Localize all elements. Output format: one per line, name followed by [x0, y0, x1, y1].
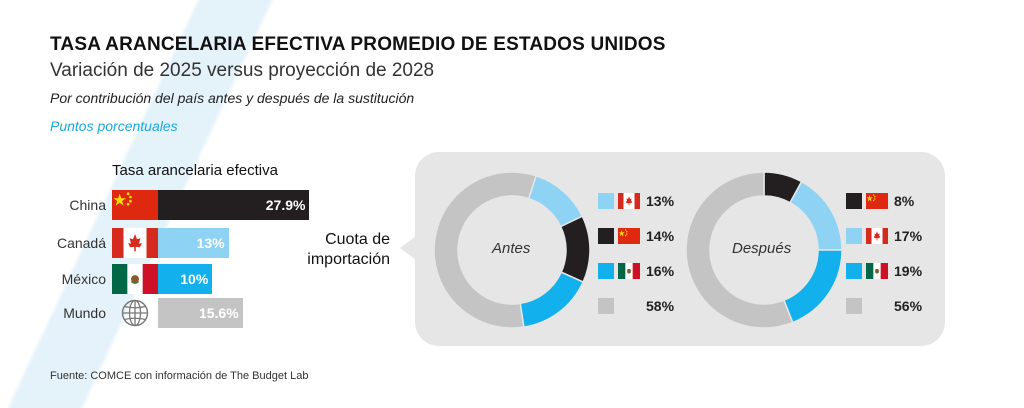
- bar-row: México 10%: [0, 264, 340, 294]
- donut-slice: [433, 171, 538, 329]
- legend-swatch: [598, 228, 614, 244]
- bar-value-label: 13%: [196, 235, 225, 251]
- chart-title: TASA ARANCELARIA EFECTIVA PROMEDIO DE ES…: [50, 34, 666, 55]
- import-share-line2: importación: [307, 251, 390, 268]
- bar-category-label: Mundo: [63, 305, 106, 321]
- china-flag: [112, 190, 158, 220]
- legend-value: 58%: [646, 298, 675, 314]
- mexico-flag: [618, 263, 640, 279]
- legend-value: 16%: [646, 263, 675, 279]
- bar-category-label: China: [69, 197, 106, 213]
- import-share-line1: Cuota de: [325, 231, 390, 248]
- bar: [158, 298, 243, 328]
- donut-slice: [527, 174, 584, 228]
- globe-icon: [112, 298, 158, 328]
- bar-row: Canadá 13%: [0, 228, 340, 258]
- canada-flag: [112, 228, 158, 258]
- legend-item: 19%: [846, 263, 936, 281]
- chart-units: Puntos porcentuales: [50, 118, 178, 134]
- legend-swatch: [846, 193, 862, 209]
- legend-value: 13%: [646, 193, 675, 209]
- source-note: Fuente: COMCE con información de The Bud…: [50, 370, 309, 382]
- bar: [158, 264, 213, 294]
- legend-value: 14%: [646, 228, 675, 244]
- donut-slice: [788, 180, 843, 251]
- china-flag: [866, 193, 888, 209]
- donut-after: [685, 171, 843, 329]
- donut-slice: [519, 271, 585, 328]
- china-flag: [618, 228, 640, 244]
- legend-swatch: [598, 263, 614, 279]
- bar-value-label: 27.9%: [265, 197, 306, 213]
- legend-value: 56%: [894, 298, 923, 314]
- bar-chart-title: Tasa arancelaria efectiva: [112, 162, 278, 179]
- legend-value: 17%: [894, 228, 923, 244]
- bar: [158, 190, 310, 220]
- canada-flag: [618, 193, 640, 209]
- donut-before: [433, 171, 591, 329]
- legend-item: 13%: [598, 193, 688, 211]
- donut-slice: [782, 249, 843, 324]
- donut-before-label: Antes: [492, 240, 531, 257]
- legend-value: 8%: [894, 193, 915, 209]
- donut-slice: [559, 215, 591, 284]
- bar-value-label: 15.6%: [198, 305, 239, 321]
- legend-item: 14%: [598, 228, 688, 246]
- bar-row: Mundo 15.6%: [0, 298, 340, 328]
- bar-row: China 27.9%: [0, 190, 340, 220]
- chart-subtitle: Variación de 2025 versus proyección de 2…: [50, 60, 435, 81]
- bubble-pointer: [400, 236, 416, 260]
- bar: [158, 228, 229, 258]
- chart-description: Por contribución del país antes y despué…: [50, 90, 415, 106]
- bar-value-label: 10%: [180, 271, 209, 287]
- legend-item: 8%: [846, 193, 936, 211]
- import-share-label: Cuota de importación: [278, 230, 390, 270]
- legend-item: 58%: [598, 298, 688, 316]
- bar-category-label: México: [61, 271, 106, 287]
- mexico-flag: [866, 263, 888, 279]
- legend-swatch: [846, 298, 862, 314]
- donut-after-label: Después: [732, 240, 792, 257]
- bar-category-label: Canadá: [56, 235, 106, 251]
- canada-flag: [866, 228, 888, 244]
- legend-item: 56%: [846, 298, 936, 316]
- mexico-flag: [112, 264, 158, 294]
- legend-item: 16%: [598, 263, 688, 281]
- donut-slice: [685, 171, 794, 329]
- legend-swatch: [846, 263, 862, 279]
- legend-swatch: [598, 298, 614, 314]
- legend-swatch: [598, 193, 614, 209]
- legend-item: 17%: [846, 228, 936, 246]
- legend-value: 19%: [894, 263, 923, 279]
- legend-swatch: [846, 228, 862, 244]
